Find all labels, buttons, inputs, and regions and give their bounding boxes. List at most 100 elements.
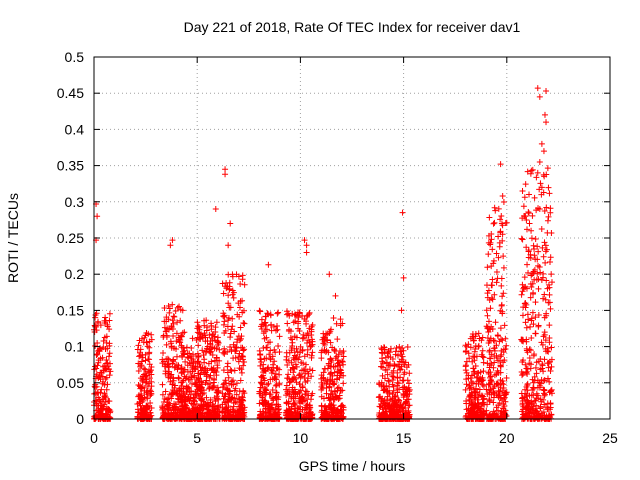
data-point	[144, 391, 151, 398]
data-point	[470, 337, 477, 344]
data-point	[534, 169, 541, 176]
data-point	[213, 319, 220, 326]
data-point	[484, 401, 491, 408]
data-point	[465, 350, 472, 357]
data-point	[94, 351, 101, 358]
data-point	[233, 380, 240, 387]
data-point	[271, 358, 278, 365]
data-point	[327, 356, 334, 363]
data-point	[189, 335, 196, 342]
data-point	[287, 328, 294, 335]
data-point	[211, 406, 218, 413]
data-point	[526, 354, 533, 361]
data-point	[184, 362, 191, 369]
data-point	[535, 276, 542, 283]
data-point	[222, 377, 229, 384]
data-point	[475, 330, 482, 337]
data-point	[537, 269, 544, 276]
data-point	[540, 189, 547, 196]
data-point	[303, 242, 310, 249]
data-point	[397, 348, 404, 355]
data-point	[105, 398, 112, 405]
data-point	[524, 168, 531, 175]
data-point	[547, 209, 554, 216]
data-point	[190, 356, 197, 363]
data-point	[544, 285, 551, 292]
data-point	[163, 341, 170, 348]
data-point	[261, 388, 268, 395]
data-point	[340, 380, 347, 387]
data-point	[469, 402, 476, 409]
data-point	[497, 307, 504, 314]
data-point	[406, 380, 413, 387]
data-point	[274, 414, 281, 421]
data-point	[480, 396, 487, 403]
data-point	[499, 237, 506, 244]
data-point	[101, 401, 108, 408]
data-point	[529, 212, 536, 219]
data-point	[527, 347, 534, 354]
data-point	[225, 271, 232, 278]
data-point	[289, 375, 296, 382]
data-point	[529, 166, 536, 173]
data-point	[489, 276, 496, 283]
data-point	[103, 386, 110, 393]
data-point	[537, 356, 544, 363]
data-point	[548, 363, 555, 370]
data-point	[326, 397, 333, 404]
data-point	[92, 384, 99, 391]
data-point	[202, 348, 209, 355]
data-point	[478, 337, 485, 344]
data-point	[339, 402, 346, 409]
data-point	[485, 370, 492, 377]
data-point	[541, 239, 548, 246]
data-point	[104, 323, 111, 330]
data-point	[142, 379, 149, 386]
data-point	[180, 394, 187, 401]
data-point	[547, 400, 554, 407]
data-point	[463, 406, 470, 413]
data-point	[335, 357, 342, 364]
data-point	[179, 329, 186, 336]
data-point	[298, 398, 305, 405]
data-point	[191, 380, 198, 387]
data-point	[181, 329, 188, 336]
data-point	[227, 366, 234, 373]
data-point	[137, 352, 144, 359]
data-point	[173, 353, 180, 360]
data-point	[498, 213, 505, 220]
data-point	[541, 392, 548, 399]
data-point	[397, 374, 404, 381]
data-point	[182, 375, 189, 382]
data-point	[532, 330, 539, 337]
data-point	[531, 397, 538, 404]
data-point	[284, 311, 291, 318]
data-point	[520, 411, 527, 418]
data-point	[475, 394, 482, 401]
data-point	[527, 254, 534, 261]
data-point	[500, 198, 507, 205]
data-point	[192, 363, 199, 370]
data-point	[480, 382, 487, 389]
axis-ticks: 0 0.05 0.1 0.15 0.2 0.25 0.3 0.35 0.4 0.45 0.5 0 5 10…	[57, 49, 618, 446]
data-point	[475, 380, 482, 387]
y-tick-label: 0	[76, 411, 84, 427]
data-point	[405, 396, 412, 403]
data-point	[541, 291, 548, 298]
data-point	[543, 88, 550, 95]
data-point	[538, 398, 545, 405]
data-point	[532, 364, 539, 371]
data-point	[544, 165, 551, 172]
data-point	[324, 412, 331, 419]
data-point	[210, 384, 217, 391]
data-point	[259, 394, 266, 401]
data-point	[400, 386, 407, 393]
data-point	[501, 322, 508, 329]
data-point	[213, 369, 220, 376]
data-point	[230, 294, 237, 301]
data-point	[544, 375, 551, 382]
data-point	[94, 389, 101, 396]
data-point	[527, 323, 534, 330]
data-point	[491, 291, 498, 298]
data-point	[286, 379, 293, 386]
